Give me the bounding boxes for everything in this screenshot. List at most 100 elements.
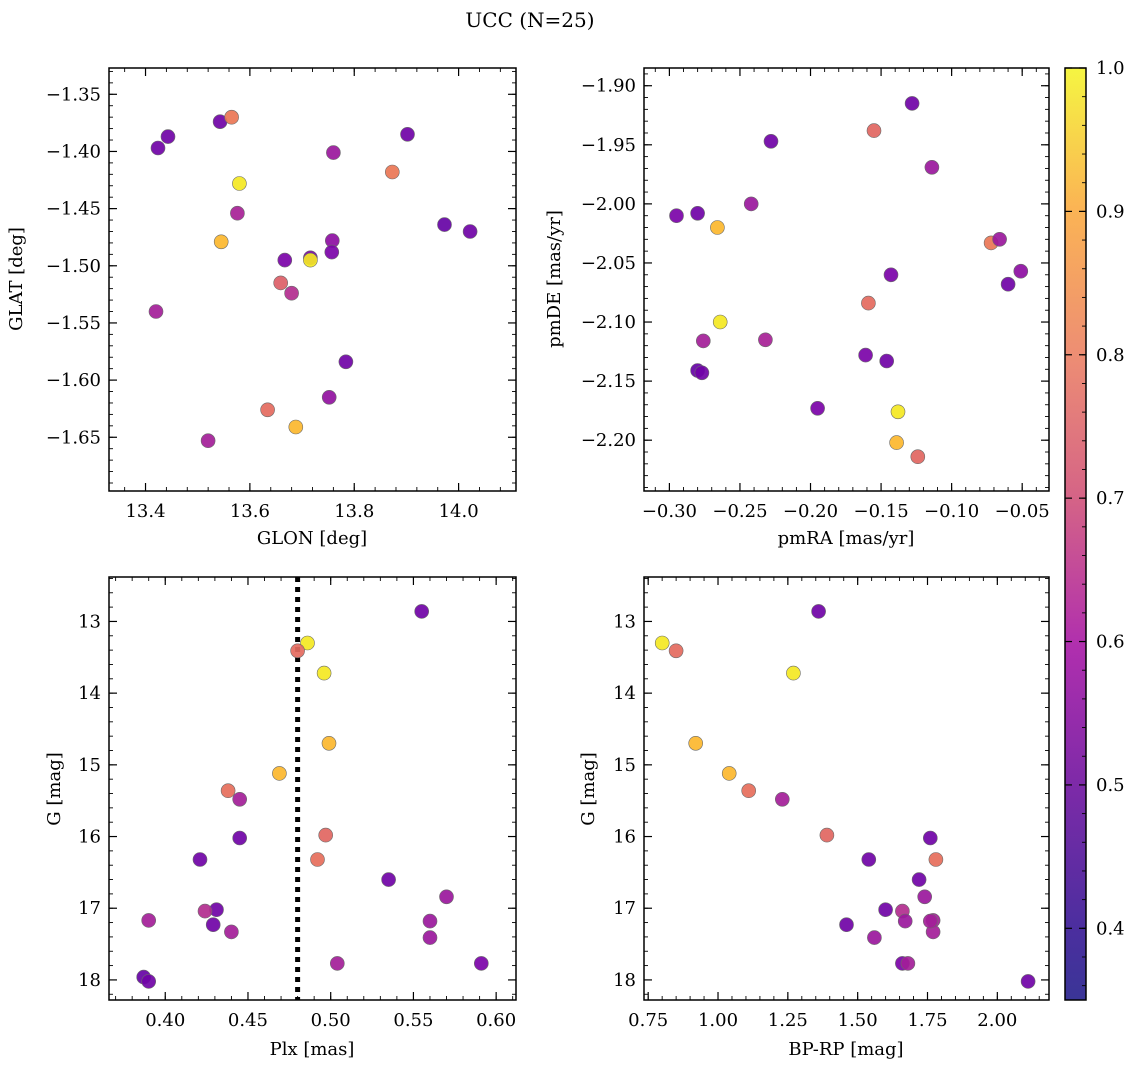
data-point [197, 903, 213, 919]
x-tick-label: 2.00 [977, 1010, 1017, 1031]
data-point [879, 353, 895, 369]
data-point [721, 766, 737, 781]
y-tick-label: 17 [78, 898, 101, 919]
data-point [897, 913, 913, 929]
data-point [1000, 276, 1016, 292]
data-point [326, 145, 341, 160]
data-point [904, 96, 920, 111]
panel-plx-g-xlabel: Plx [mas] [270, 1039, 355, 1060]
data-point [910, 449, 926, 465]
x-tick-label: 1.50 [838, 1010, 878, 1031]
data-point [260, 402, 275, 418]
data-point [889, 435, 904, 450]
data-point [384, 164, 400, 180]
y-tick-label: −1.45 [46, 199, 101, 220]
data-point [741, 783, 757, 799]
colorbar: 0.4 0.5 0.6 0.7 0.8 0.9 1.0 [1064, 58, 1125, 1001]
data-point [867, 930, 882, 945]
data-point [690, 206, 705, 221]
x-tick-label: 0.60 [476, 1010, 516, 1031]
y-tick-label: −2.05 [581, 253, 636, 274]
data-point [232, 791, 247, 807]
colorbar-tick-label: 0.5 [1096, 775, 1125, 796]
data-point [890, 404, 906, 420]
data-point [712, 314, 728, 330]
data-point [321, 389, 337, 405]
y-tick-label: −2.20 [581, 430, 636, 451]
x-tick-label: 13.6 [230, 501, 270, 522]
data-point [290, 643, 305, 659]
x-tick-label: −0.15 [853, 501, 908, 522]
data-point [928, 852, 944, 867]
y-tick-label: 16 [78, 827, 101, 848]
x-tick-label: −0.25 [712, 501, 767, 522]
x-tick-label: 0.75 [628, 1010, 668, 1031]
y-tick-label: −1.50 [46, 256, 101, 277]
data-point [654, 635, 670, 651]
data-point [277, 252, 293, 268]
data-point [992, 232, 1007, 247]
panel-plx-g-ylabel: G [mag] [44, 752, 65, 825]
y-tick-label: 17 [613, 898, 636, 919]
data-point [473, 956, 489, 971]
data-point [688, 735, 704, 751]
colorbar-tick-label: 0.8 [1096, 345, 1125, 366]
data-point [422, 930, 438, 945]
data-point [911, 872, 927, 887]
y-tick-label: −2.10 [581, 312, 636, 333]
y-tick-label: −2.00 [581, 194, 636, 215]
data-point [232, 176, 247, 191]
data-point [437, 217, 452, 232]
x-tick-label: 1.00 [698, 1010, 738, 1031]
data-point [861, 295, 876, 311]
data-point [811, 604, 826, 619]
data-point [192, 852, 208, 867]
colorbar-tick-label: 0.7 [1096, 488, 1125, 509]
panel-bprp-g-ylabel: G [mag] [578, 752, 599, 825]
data-point [200, 433, 216, 449]
data-point [141, 913, 156, 928]
y-tick-label: 13 [78, 611, 101, 632]
data-point [284, 285, 299, 301]
data-point [810, 400, 825, 416]
data-point [1013, 263, 1029, 279]
y-tick-label: −1.90 [581, 76, 636, 97]
panel-glon-glat-points [148, 109, 478, 449]
data-point [774, 791, 790, 807]
colorbar-tick-label: 0.9 [1096, 201, 1125, 222]
data-point [303, 252, 318, 268]
panel-glon-glat-ticks: 13.4 13.6 13.8 14.0 −1.65 −1.60 −1.55 −1.50 −1.4… [46, 68, 516, 522]
data-point [213, 234, 229, 250]
panel-glon-glat-ylabel: GLAT [deg] [6, 227, 27, 331]
data-point [866, 123, 882, 138]
x-tick-label: 1.25 [768, 1010, 808, 1031]
panel-bprp-g-points [654, 604, 1036, 989]
data-point [141, 974, 156, 989]
panel-plx-g-frame [108, 576, 517, 1001]
data-point [922, 830, 938, 846]
colorbar-tick-label: 1.0 [1096, 58, 1125, 79]
data-point [669, 208, 684, 223]
y-tick-label: −1.55 [46, 313, 101, 334]
data-point [858, 347, 873, 363]
y-tick-label: −1.40 [46, 141, 101, 162]
panel-glon-glat: 13.4 13.6 13.8 14.0 −1.65 −1.60 −1.55 −1.50 −1.4… [6, 67, 517, 549]
data-point [922, 913, 938, 929]
data-point [786, 665, 801, 681]
x-tick-label: 1.75 [907, 1010, 947, 1031]
y-tick-label: 18 [613, 970, 636, 991]
x-tick-label: 13.8 [334, 501, 374, 522]
y-tick-label: 18 [78, 970, 101, 991]
data-point [224, 109, 239, 125]
data-point [224, 924, 239, 940]
y-tick-label: −2.15 [581, 371, 636, 392]
data-point [329, 956, 345, 971]
data-point [400, 127, 415, 142]
data-point [924, 160, 940, 175]
data-point [381, 872, 396, 887]
colorbar-tick-label: 0.4 [1096, 918, 1125, 939]
x-tick-label: 0.55 [393, 1010, 433, 1031]
data-point [819, 827, 835, 843]
data-point [422, 913, 438, 929]
data-point [230, 205, 245, 221]
